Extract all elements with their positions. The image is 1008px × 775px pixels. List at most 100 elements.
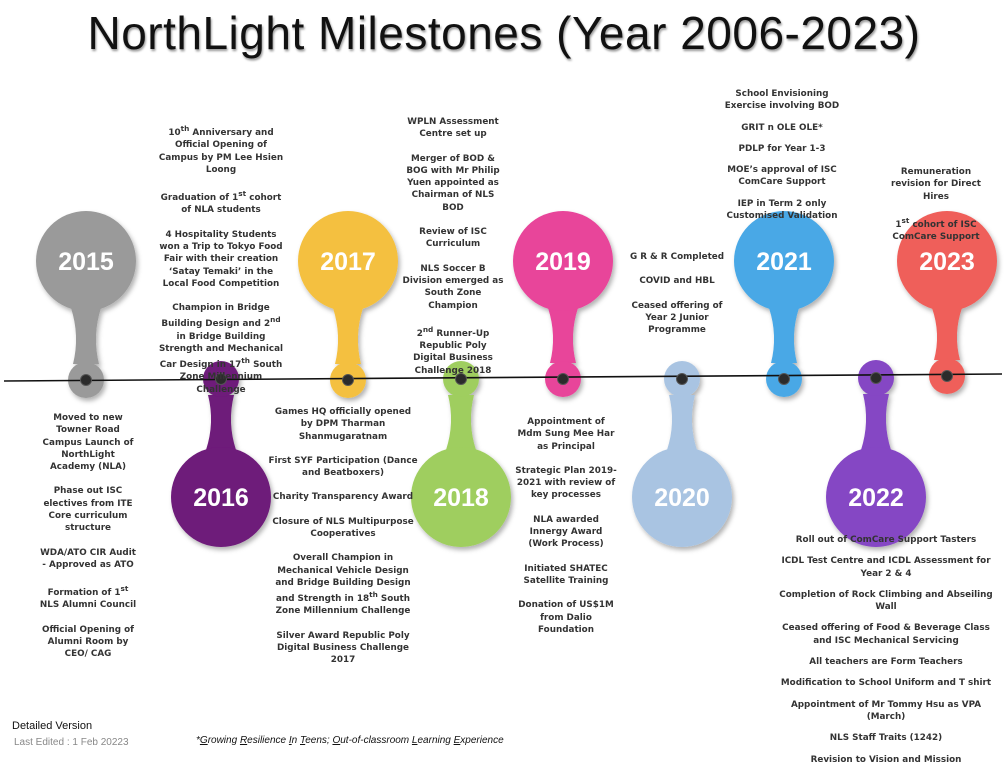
milestone-item: Review of ISC Curriculum xyxy=(419,227,487,250)
pin-stem xyxy=(861,394,891,450)
milestone-item: First SYF Participation (Dance and Beatb… xyxy=(268,455,418,479)
year-label: 2022 xyxy=(848,484,904,512)
milestone-item: Completion of Rock Climbing and Abseilin… xyxy=(779,589,993,613)
timeline-dot xyxy=(557,373,569,385)
milestone-item: Official Opening of Alumni Room by CEO/ … xyxy=(41,624,135,660)
year-circle xyxy=(897,211,997,311)
pin-stem xyxy=(548,308,578,363)
pin-stem xyxy=(446,395,476,450)
milestone-item: Merger of BOD & BOG with Mr Philip Yuen … xyxy=(406,153,500,213)
year-circle xyxy=(734,211,834,311)
milestones-2017: Games HQ officially opened by DPM Tharma… xyxy=(268,406,418,667)
year-pin-2022 xyxy=(826,360,926,547)
milestone-item: Formation of 1st NLS Alumni Council xyxy=(39,584,137,611)
year-label: 2021 xyxy=(756,248,812,276)
year-label: 2020 xyxy=(654,484,710,512)
milestones-2016: 10th Anniversary and Official Opening of… xyxy=(158,123,284,396)
year-circle xyxy=(632,447,732,547)
year-pin-2018 xyxy=(411,361,511,547)
milestones-2015: Moved to new Towner Road Campus Launch o… xyxy=(38,412,138,661)
year-label: 2015 xyxy=(58,248,114,276)
pin-stem xyxy=(932,308,962,360)
timeline-dot xyxy=(80,374,92,386)
milestone-item: COVID and HBL xyxy=(639,276,715,287)
milestone-item: WPLN Assessment Centre set up xyxy=(407,117,499,140)
timeline-dot xyxy=(778,373,790,385)
timeline-diagram: 2015 2016 2017 2018 2019 2020 2021 2022 2023 xyxy=(3,211,1003,547)
milestone-item: Moved to new Towner Road Campus Launch o… xyxy=(42,413,134,473)
milestone-item: Ceased offering of Year 2 Junior Program… xyxy=(631,300,723,336)
milestones-2019: Appointment of Mdm Sung Mee Har as Princ… xyxy=(514,416,618,636)
milestone-item: WDA/ATO CIR Audit - Approved as ATO xyxy=(40,547,136,570)
milestone-item: NLS Soccer B Division emerged as South Z… xyxy=(402,263,504,311)
milestone-item: Champion in Bridge Building Design and 2… xyxy=(158,303,284,395)
milestone-item: Appointment of Mr Tommy Hsu as VPA (Marc… xyxy=(790,699,982,722)
milestones-2020: G R & R Completed COVID and HBL Ceased off… xyxy=(620,251,734,336)
pin-stem xyxy=(769,308,799,363)
milestone-item: Roll out of ComCare Support Tasters xyxy=(795,535,977,545)
milestone-item: 2nd Runner-Up Republic Poly Digital Busi… xyxy=(413,324,493,376)
year-pin-2016 xyxy=(171,361,271,547)
timeline-dot xyxy=(870,372,882,384)
pin-stem xyxy=(667,395,697,450)
year-circle xyxy=(411,447,511,547)
timeline-dot xyxy=(342,374,354,386)
milestone-item: MOE’s approval of ISC ComCare Support xyxy=(727,165,837,188)
year-label: 2016 xyxy=(193,484,249,512)
milestone-item: NLS Staff Traits (1242) xyxy=(829,733,943,744)
milestone-item: IEP in Term 2 only Customised Validation xyxy=(726,198,838,222)
timeline-dot xyxy=(215,373,227,385)
pin-stem xyxy=(206,395,236,450)
milestone-item: Strategic Plan 2019-2021 with review of … xyxy=(515,465,617,501)
milestone-item: Closure of NLS Multipurpose Cooperatives xyxy=(272,516,414,540)
page-title: NorthLight Milestones (Year 2006-2023) xyxy=(87,7,921,59)
milestone-item: Donation of US$1M from Dalio Foundation xyxy=(518,600,614,635)
year-circle xyxy=(826,447,926,547)
year-pin-2019 xyxy=(513,211,613,397)
year-circle xyxy=(298,211,398,311)
year-pin-2015 xyxy=(36,211,136,398)
milestone-item: G R & R Completed xyxy=(629,252,725,262)
year-pin-2023 xyxy=(897,211,997,394)
milestone-item: Graduation of 1st cohort of NLA students xyxy=(160,189,282,216)
milestone-item: Ceased offering of Food & Beverage Class… xyxy=(782,623,990,646)
milestone-item: 10th Anniversary and Official Opening of… xyxy=(158,124,284,175)
milestones-2021: School Envisioning Exercise involving BO… xyxy=(718,88,846,231)
milestone-item: All teachers are Form Teachers xyxy=(809,657,963,668)
milestone-item: 4 Hospitality Students won a Trip to Tok… xyxy=(159,229,283,289)
milestone-item: 1st cohort of ISC ComCare Support xyxy=(892,215,980,243)
milestone-item: School Envisioning Exercise involving BO… xyxy=(724,89,840,112)
timeline-dot xyxy=(455,373,467,385)
milestone-item: Silver Award Republic Poly Digital Busin… xyxy=(276,630,410,666)
year-pin-2017 xyxy=(298,211,398,398)
pin-stem xyxy=(71,308,101,364)
pin-stem xyxy=(333,308,363,364)
year-pin-2021 xyxy=(734,211,834,397)
timeline-dot xyxy=(676,373,688,385)
milestone-item: Phase out ISC electives from ITE Core cu… xyxy=(43,486,133,534)
year-label: 2019 xyxy=(535,248,591,276)
milestone-item: Remuneration revision for Direct Hires xyxy=(891,167,981,202)
milestones-2022: Roll out of ComCare Support Tasters ICDL … xyxy=(778,534,994,775)
milestone-item: Initiated SHATEC Satellite Training xyxy=(523,563,609,586)
acronym-footnote: *Growing Resilience In Teens; Out-of-cla… xyxy=(196,735,504,746)
year-label: 2018 xyxy=(433,484,489,512)
year-circle xyxy=(171,447,271,547)
year-label: 2023 xyxy=(919,248,975,276)
timeline-dot xyxy=(941,370,953,382)
milestone-item: Overall Champion in Mechanical Vehicle D… xyxy=(275,553,411,617)
last-edited-label: Last Edited : 1 Feb 20223 xyxy=(14,737,129,748)
year-label: 2017 xyxy=(320,248,376,276)
year-circle xyxy=(513,211,613,311)
milestone-item: Games HQ officially opened by DPM Tharma… xyxy=(274,407,412,442)
milestone-item: NLA awarded Innergy Award (Work Process) xyxy=(528,514,604,550)
version-label: Detailed Version xyxy=(12,720,93,732)
milestone-item: Revision to Vision and Mission xyxy=(810,754,962,765)
milestone-item: ICDL Test Centre and ICDL Assessment for… xyxy=(781,556,991,579)
milestone-item: GRIT n OLE OLE* xyxy=(741,122,823,133)
milestone-item: Appointment of Mdm Sung Mee Har as Princ… xyxy=(517,417,615,452)
year-pin-2020 xyxy=(632,361,732,547)
timeline-axis xyxy=(3,373,1003,382)
milestone-item: PDLP for Year 1-3 xyxy=(738,143,826,154)
milestone-item: Modification to School Uniform and T shi… xyxy=(780,678,992,689)
